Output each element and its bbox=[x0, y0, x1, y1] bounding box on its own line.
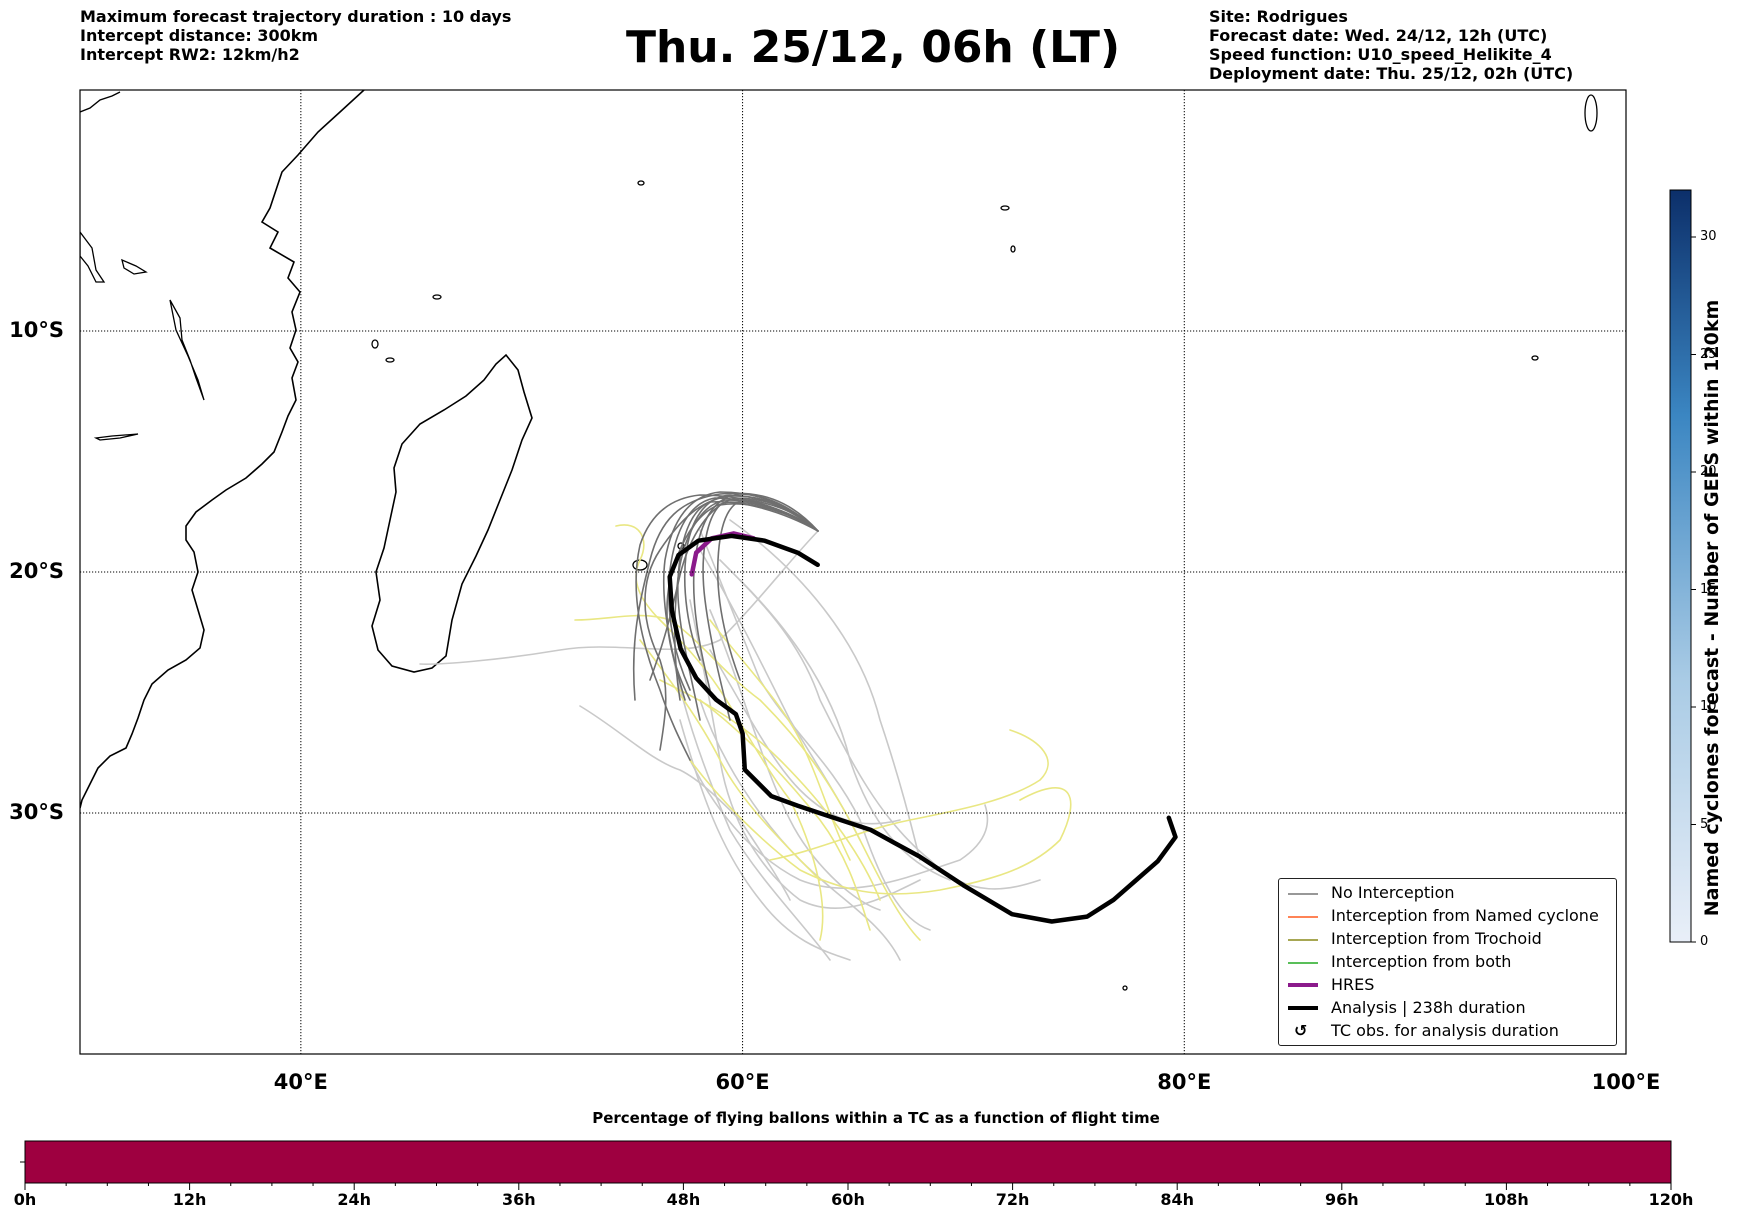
flight-time-tick-label: 120h bbox=[1648, 1190, 1694, 1209]
flight-time-tick-label: 48h bbox=[666, 1190, 701, 1209]
longitude-label: 40°E bbox=[273, 1070, 328, 1094]
light-grey-trajectories bbox=[419, 519, 1041, 961]
flight-time-tick-label: 84h bbox=[1160, 1190, 1195, 1209]
flight-time-colorbar bbox=[20, 1140, 1672, 1190]
legend-item-hres: HRES bbox=[1279, 974, 1616, 996]
site-text: Site: Rodrigues bbox=[1209, 7, 1348, 26]
small-islands bbox=[80, 94, 1598, 991]
header-right: Site: Rodrigues Forecast date: Wed. 24/1… bbox=[1209, 7, 1573, 83]
legend-swatch-hres bbox=[1288, 983, 1318, 987]
analysis-track bbox=[667, 533, 1178, 924]
legend-swatch-both bbox=[1288, 962, 1318, 964]
legend-item-trochoid: Interception from Trochoid bbox=[1279, 928, 1616, 950]
legend-label: No Interception bbox=[1331, 883, 1455, 902]
header-left: Maximum forecast trajectory duration : 1… bbox=[80, 7, 511, 64]
legend-label: Interception from both bbox=[1331, 952, 1512, 971]
cyclone-colorbar-tick-label: 10 bbox=[1700, 699, 1717, 714]
cyclone-colorbar-tick-label: 30 bbox=[1700, 229, 1717, 244]
flight-time-tick-label: 36h bbox=[501, 1190, 536, 1209]
latitude-label: 10°S bbox=[9, 318, 64, 342]
cyclone-colorbar-tick-label: 20 bbox=[1700, 464, 1717, 479]
flight-time-tick-label: 24h bbox=[337, 1190, 372, 1209]
longitude-label: 100°E bbox=[1591, 1070, 1661, 1094]
flight-time-tick-label: 72h bbox=[995, 1190, 1030, 1209]
cyclone-colorbar-tick-label: 0 bbox=[1700, 934, 1709, 949]
legend-label: Interception from Trochoid bbox=[1331, 929, 1542, 948]
intercept-distance-text: Intercept distance: 300km bbox=[80, 26, 319, 45]
latitude-label: 30°S bbox=[9, 800, 64, 824]
longitude-label: 60°E bbox=[715, 1070, 770, 1094]
cyclone-colorbar-tick-label: 15 bbox=[1700, 581, 1717, 597]
flight-time-tick-label: 96h bbox=[1324, 1190, 1359, 1209]
max-duration-text: Maximum forecast trajectory duration : 1… bbox=[80, 7, 512, 26]
africa-coastline bbox=[80, 90, 365, 809]
madagascar-coastline bbox=[371, 353, 533, 673]
flight-time-colorbar-ticks bbox=[24, 1183, 1672, 1190]
legend-swatch-named-cyclone bbox=[1288, 916, 1318, 918]
map-frame bbox=[79, 89, 1627, 1055]
legend-item-tc-obs: ↺ TC obs. for analysis duration bbox=[1279, 1020, 1616, 1042]
legend-swatch-trochoid bbox=[1288, 939, 1318, 941]
cyclone-colorbar-tick-label: 5 bbox=[1700, 816, 1709, 832]
cyclone-colorbar-tick-label: 25 bbox=[1700, 346, 1717, 362]
flight-time-colorbar-fill bbox=[24, 1140, 1672, 1184]
yellow-trajectories bbox=[574, 524, 1072, 941]
legend-item-analysis: Analysis | 238h duration bbox=[1279, 997, 1616, 1019]
legend-item-both: Interception from both bbox=[1279, 951, 1616, 973]
cyclone-colorbar bbox=[1669, 189, 1696, 943]
page-title-text: Thu. 25/12, 06h (LT) bbox=[625, 22, 1121, 73]
legend-swatch-no-interception bbox=[1288, 893, 1318, 895]
tc-obs-icon: ↺ bbox=[1294, 1021, 1308, 1040]
map-content bbox=[80, 90, 1626, 1054]
forecast-date-text: Forecast date: Wed. 24/12, 12h (UTC) bbox=[1209, 26, 1548, 45]
legend-swatch-analysis bbox=[1288, 1006, 1318, 1010]
speed-function-text: Speed function: U10_speed_Helikite_4 bbox=[1209, 45, 1552, 64]
flight-time-tick-label: 12h bbox=[172, 1190, 207, 1209]
legend-item-no-interception: No Interception bbox=[1279, 882, 1616, 904]
legend-label: HRES bbox=[1331, 975, 1375, 994]
legend-label: Interception from Named cyclone bbox=[1331, 906, 1599, 925]
somalia-north bbox=[80, 91, 121, 113]
cyclone-colorbar-ticks bbox=[1691, 236, 1696, 943]
cyclone-colorbar-fill bbox=[1669, 189, 1692, 943]
flight-time-tick-label: 0h bbox=[13, 1190, 37, 1209]
flight-time-tick-label: 60h bbox=[831, 1190, 865, 1209]
legend-label: Analysis | 238h duration bbox=[1331, 998, 1526, 1017]
latitude-label: 20°S bbox=[9, 559, 64, 583]
flight-time-colorbar-title: Percentage of flying ballons within a TC… bbox=[592, 1109, 1160, 1127]
legend-label: TC obs. for analysis duration bbox=[1331, 1021, 1559, 1040]
legend-item-named-cyclone: Interception from Named cyclone bbox=[1279, 905, 1616, 927]
longitude-label: 80°E bbox=[1157, 1070, 1212, 1094]
legend: No Interception Interception from Named … bbox=[1278, 878, 1617, 1046]
intercept-rw2-text: Intercept RW2: 12km/h2 bbox=[80, 45, 300, 64]
deployment-date-text: Deployment date: Thu. 25/12, 02h (UTC) bbox=[1209, 64, 1574, 83]
page-title: Thu. 25/12, 06h (LT) bbox=[0, 22, 1752, 73]
flight-time-tick-label: 108h bbox=[1483, 1190, 1529, 1209]
